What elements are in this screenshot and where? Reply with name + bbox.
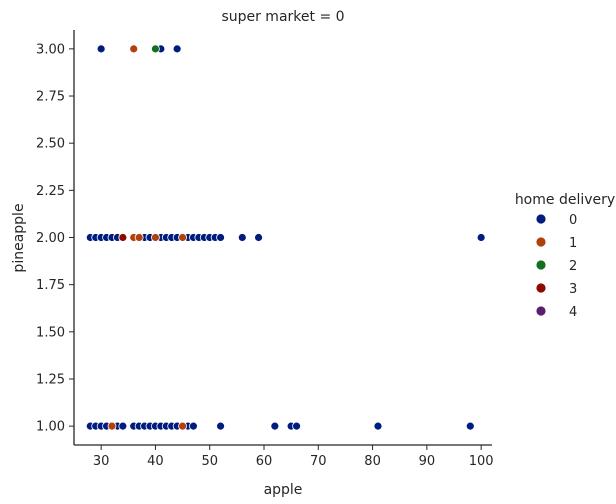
y-axis-ticks: 1.00 1.25 1.50 1.75 2.00 2.25 2.50 2.75 3.00 <box>36 42 74 435</box>
x-tick-label: 70 <box>310 454 327 469</box>
x-tick-label: 100 <box>469 454 494 469</box>
legend-marker <box>535 236 547 248</box>
x-tick-label: 80 <box>364 454 381 469</box>
legend-label: 4 <box>569 305 577 320</box>
data-point <box>96 44 106 54</box>
x-tick-label: 90 <box>419 454 436 469</box>
data-point <box>237 233 247 242</box>
chart-title: super market = 0 <box>221 9 344 25</box>
x-tick-label: 40 <box>147 454 164 469</box>
y-tick-label: 1.00 <box>36 420 65 435</box>
y-tick-label: 1.50 <box>36 325 65 340</box>
series-2 <box>151 44 160 54</box>
data-point <box>292 421 301 431</box>
data-point <box>107 421 117 431</box>
data-point <box>134 233 144 242</box>
legend-marker <box>535 305 547 317</box>
series-0 <box>85 44 486 431</box>
data-point <box>373 421 383 431</box>
data-point <box>118 233 128 242</box>
legend: home delivery 0 1 2 3 4 <box>515 192 615 320</box>
data-point <box>178 421 187 431</box>
data-point <box>178 233 187 242</box>
x-tick-label: 50 <box>201 454 218 469</box>
x-tick-label: 30 <box>93 454 110 469</box>
data-point <box>270 421 280 431</box>
y-tick-label: 1.75 <box>36 278 65 293</box>
data-point <box>254 233 263 242</box>
y-tick-label: 2.75 <box>36 90 65 105</box>
data-point <box>216 421 225 431</box>
legend-marker <box>535 282 547 294</box>
y-tick-label: 3.00 <box>36 42 65 57</box>
legend-label: 3 <box>569 282 577 297</box>
data-point <box>151 233 160 242</box>
series-3 <box>118 233 128 242</box>
y-tick-label: 2.50 <box>36 137 65 152</box>
data-point <box>476 233 486 242</box>
legend-marker <box>535 213 547 225</box>
x-axis-ticks: 30 40 50 60 70 80 90 100 <box>93 445 494 469</box>
data-point <box>151 44 160 54</box>
legend-label: 1 <box>569 236 577 251</box>
legend-label: 2 <box>569 259 577 274</box>
y-tick-label: 2.00 <box>36 231 65 246</box>
data-point <box>172 44 182 54</box>
data-point <box>465 421 475 431</box>
series-1 <box>107 44 187 431</box>
data-point <box>129 44 139 54</box>
legend-marker <box>535 259 547 271</box>
legend-label: 0 <box>569 213 577 228</box>
data-point <box>216 233 225 242</box>
y-tick-label: 1.25 <box>36 372 65 387</box>
y-tick-label: 2.25 <box>36 184 65 199</box>
legend-title: home delivery <box>515 192 615 208</box>
plot-area <box>85 44 486 431</box>
data-point <box>118 421 128 431</box>
x-axis-title: apple <box>264 482 303 498</box>
data-point <box>189 421 198 431</box>
y-axis-title: pineapple <box>11 203 27 272</box>
x-tick-label: 60 <box>256 454 273 469</box>
